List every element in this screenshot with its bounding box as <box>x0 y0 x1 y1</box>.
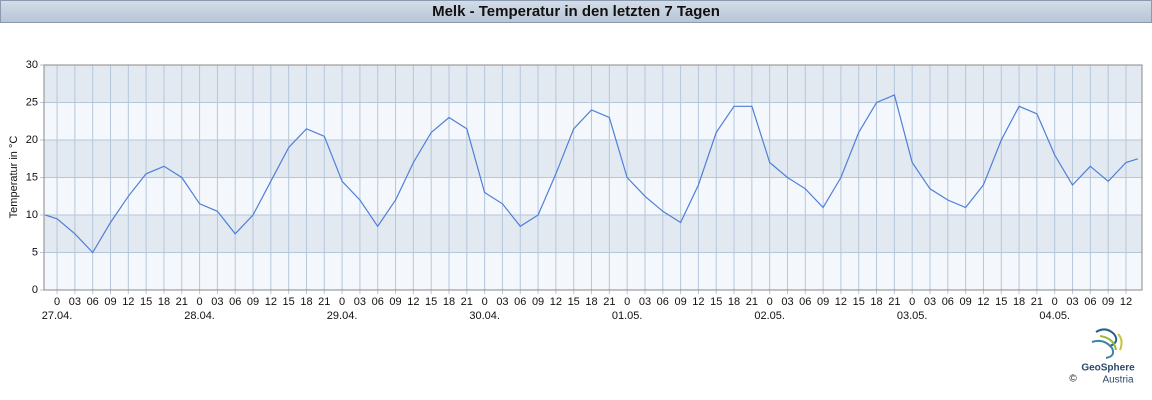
x-tick-label: 06 <box>942 296 954 308</box>
logo-icon <box>1091 328 1123 359</box>
x-tick-label: 18 <box>443 296 455 308</box>
x-tick-label: 09 <box>674 296 686 308</box>
x-tick-label: 09 <box>247 296 259 308</box>
y-tick-label: 10 <box>26 209 38 221</box>
copyright: © <box>1069 374 1077 385</box>
day-label: 27.04. <box>42 310 73 322</box>
x-tick-label: 18 <box>728 296 740 308</box>
x-tick-label: 12 <box>122 296 134 308</box>
grid-band <box>44 140 1142 178</box>
x-tick-label: 06 <box>372 296 384 308</box>
x-tick-label: 12 <box>692 296 704 308</box>
x-tick-label: 12 <box>265 296 277 308</box>
temperature-line <box>45 94 1138 254</box>
x-tick-label: 03 <box>1066 296 1078 308</box>
x-tick-label: 18 <box>158 296 170 308</box>
x-tick-label: 12 <box>835 296 847 308</box>
x-tick-label: 03 <box>354 296 366 308</box>
x-tick-label: 03 <box>211 296 223 308</box>
x-tick-label: 06 <box>87 296 99 308</box>
x-tick-label: 0 <box>197 296 203 308</box>
x-tick-label: 06 <box>514 296 526 308</box>
x-tick-label: 06 <box>799 296 811 308</box>
x-tick-label: 0 <box>54 296 60 308</box>
x-tick-label: 03 <box>639 296 651 308</box>
x-tick-label: 09 <box>104 296 116 308</box>
y-tick-label: 15 <box>26 171 38 183</box>
day-label: 01.05. <box>612 310 643 322</box>
x-tick-label: 09 <box>817 296 829 308</box>
y-tick-label: 25 <box>26 96 38 108</box>
x-tick-label: 15 <box>995 296 1007 308</box>
x-tick-label: 06 <box>657 296 669 308</box>
day-label: 03.05. <box>897 310 928 322</box>
day-label: 30.04. <box>469 310 500 322</box>
plot-border <box>43 64 1143 291</box>
y-tick-label: 0 <box>32 284 38 296</box>
x-tick-label: 0 <box>909 296 915 308</box>
x-tick-label: 0 <box>339 296 345 308</box>
y-tick-label: 20 <box>26 134 38 146</box>
x-tick-label: 0 <box>624 296 630 308</box>
x-tick-label: 06 <box>1084 296 1096 308</box>
x-tick-label: 15 <box>568 296 580 308</box>
day-label: 29.04. <box>327 310 358 322</box>
x-tick-label: 18 <box>585 296 597 308</box>
grid-band <box>44 252 1142 290</box>
grid-band <box>44 102 1142 140</box>
x-tick-label: 12 <box>407 296 419 308</box>
x-tick-label: 09 <box>532 296 544 308</box>
y-axis-label: Temperatur in °C <box>8 136 20 219</box>
chart-title: Melk - Temperatur in den letzten 7 Tagen <box>0 0 1152 23</box>
x-tick-label: 03 <box>69 296 81 308</box>
x-tick-label: 21 <box>461 296 473 308</box>
x-tick-label: 15 <box>283 296 295 308</box>
x-tick-label: 21 <box>746 296 758 308</box>
grid-band <box>44 177 1142 215</box>
x-tick-label: 09 <box>389 296 401 308</box>
x-tick-label: 18 <box>870 296 882 308</box>
x-tick-label: 21 <box>1031 296 1043 308</box>
grid-band <box>44 65 1142 103</box>
x-tick-label: 09 <box>960 296 972 308</box>
x-tick-label: 09 <box>1102 296 1114 308</box>
x-tick-label: 21 <box>318 296 330 308</box>
x-tick-label: 03 <box>496 296 508 308</box>
grid-band <box>44 215 1142 253</box>
x-tick-label: 15 <box>425 296 437 308</box>
day-label: 28.04. <box>184 310 215 322</box>
y-tick-label: 5 <box>32 246 38 258</box>
logo-name: GeoSphere <box>1081 363 1135 374</box>
x-tick-label: 0 <box>1052 296 1058 308</box>
x-tick-label: 21 <box>888 296 900 308</box>
x-tick-label: 12 <box>550 296 562 308</box>
x-tick-label: 21 <box>603 296 615 308</box>
day-label: 02.05. <box>754 310 785 322</box>
x-tick-label: 15 <box>710 296 722 308</box>
x-tick-label: 03 <box>781 296 793 308</box>
x-tick-label: 18 <box>300 296 312 308</box>
x-tick-label: 15 <box>853 296 865 308</box>
x-tick-label: 12 <box>1120 296 1132 308</box>
x-tick-label: 06 <box>229 296 241 308</box>
logo-sub: Austria <box>1102 375 1134 386</box>
y-tick-label: 30 <box>26 59 38 71</box>
day-label: 04.05. <box>1039 310 1070 322</box>
x-tick-label: 03 <box>924 296 936 308</box>
x-tick-label: 12 <box>977 296 989 308</box>
x-tick-label: 21 <box>176 296 188 308</box>
x-tick-label: 0 <box>767 296 773 308</box>
x-tick-label: 15 <box>140 296 152 308</box>
x-tick-label: 18 <box>1013 296 1025 308</box>
x-tick-label: 0 <box>482 296 488 308</box>
